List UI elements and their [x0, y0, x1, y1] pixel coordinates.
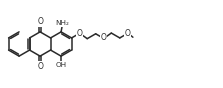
- Text: NH₂: NH₂: [55, 20, 69, 26]
- Text: O: O: [37, 17, 43, 26]
- Text: O: O: [100, 33, 106, 42]
- Text: O: O: [124, 29, 130, 38]
- Text: OH: OH: [56, 62, 67, 68]
- Text: O: O: [37, 62, 43, 71]
- Text: O: O: [76, 29, 82, 38]
